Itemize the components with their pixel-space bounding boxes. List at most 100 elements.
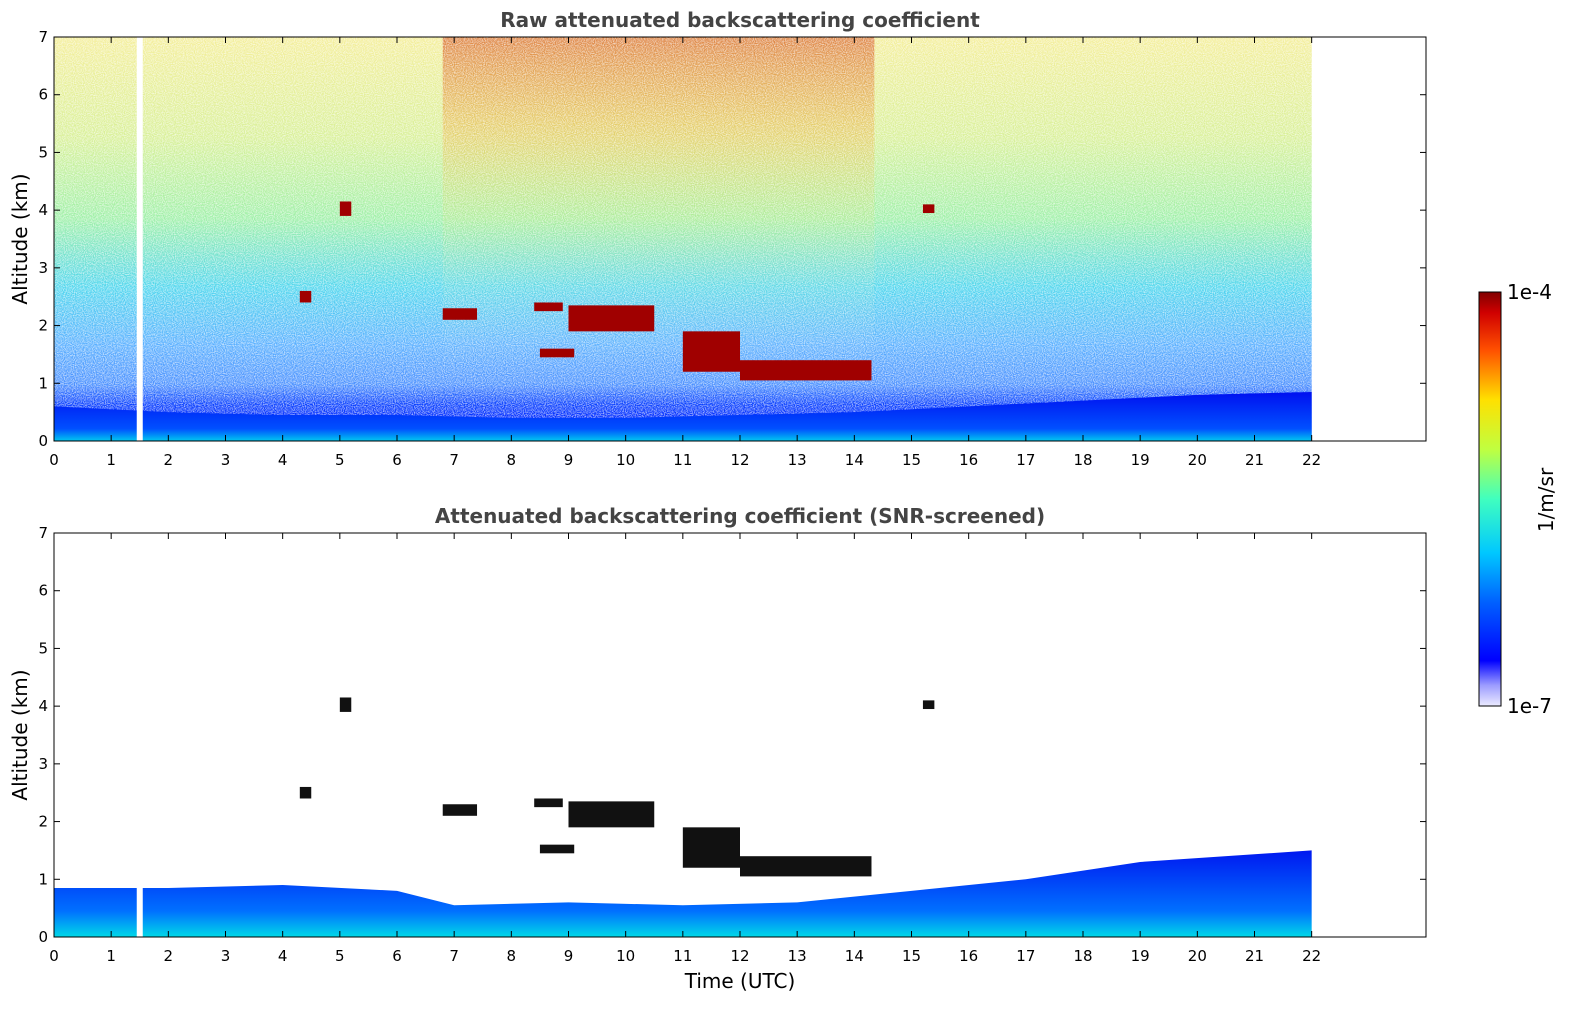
y-tick-label: 1 xyxy=(38,374,48,392)
screened-backscatter-panel: Attenuated backscattering coefficient (S… xyxy=(8,504,1427,993)
colorbar-label: 1/m/sr xyxy=(1534,467,1558,532)
cloud-layer xyxy=(740,856,872,877)
y-tick-label: 3 xyxy=(38,259,48,277)
y-tick-label: 5 xyxy=(38,639,48,657)
colorbar-min-label: 1e-7 xyxy=(1507,694,1552,718)
x-tick-label: 22 xyxy=(1302,947,1321,965)
cloud-layer xyxy=(922,700,935,710)
noise-speckle xyxy=(54,37,1312,441)
x-axis-label: Time (UTC) xyxy=(684,969,796,993)
y-tick-label: 4 xyxy=(38,697,48,715)
x-tick-label: 11 xyxy=(673,947,692,965)
x-tick-label: 5 xyxy=(335,947,345,965)
x-tick-label: 2 xyxy=(164,451,174,469)
y-tick-label: 6 xyxy=(38,582,48,600)
x-tick-label: 19 xyxy=(1131,451,1150,469)
y-axis-label: Altitude (km) xyxy=(8,173,32,304)
x-tick-label: 12 xyxy=(730,451,749,469)
y-tick-label: 2 xyxy=(38,813,48,831)
cloud-layer xyxy=(299,786,312,799)
x-tick-label: 21 xyxy=(1245,947,1264,965)
chart-title: Raw attenuated backscattering coefficien… xyxy=(500,8,980,32)
x-tick-label: 4 xyxy=(278,451,288,469)
cloud-layer xyxy=(299,290,312,303)
x-tick-label: 10 xyxy=(616,451,635,469)
x-axis: 0 1 2 3 4 5 6 7 8 9 10 11 12 13 14 15 16 17 18 19 20 21 22 xyxy=(49,533,1321,965)
x-tick-label: 10 xyxy=(616,947,635,965)
heatmap-image xyxy=(54,533,1312,937)
x-tick-label: 6 xyxy=(392,451,402,469)
y-tick-label: 7 xyxy=(38,28,48,46)
cloud-layer xyxy=(539,348,575,358)
x-tick-label: 21 xyxy=(1245,451,1264,469)
x-tick-label: 14 xyxy=(845,947,864,965)
y-tick-label: 0 xyxy=(38,432,48,450)
x-tick-label: 20 xyxy=(1188,451,1207,469)
cloud-layer xyxy=(442,308,478,320)
x-tick-label: 11 xyxy=(673,451,692,469)
x-axis: 0 1 2 3 4 5 6 7 8 9 10 11 12 13 14 15 16 17 18 19 20 21 22 xyxy=(49,37,1321,469)
cloud-layer xyxy=(534,302,563,312)
cloud-layer xyxy=(922,204,935,214)
colorbar-gradient xyxy=(1478,291,1502,707)
x-tick-label: 7 xyxy=(449,451,459,469)
colorbar: 1e-4 1e-7 1/m/sr xyxy=(1478,280,1558,718)
x-tick-label: 18 xyxy=(1073,451,1092,469)
x-tick-label: 15 xyxy=(902,947,921,965)
x-tick-label: 8 xyxy=(507,947,517,965)
x-tick-label: 1 xyxy=(106,947,116,965)
x-tick-label: 22 xyxy=(1302,451,1321,469)
x-tick-label: 9 xyxy=(564,947,574,965)
y-tick-label: 4 xyxy=(38,201,48,219)
cloud-layer xyxy=(534,798,563,808)
raw-backscatter-panel: Raw attenuated backscattering coefficien… xyxy=(8,8,1427,469)
data-gap xyxy=(136,37,143,441)
cloud-layer xyxy=(682,331,740,372)
y-tick-label: 5 xyxy=(38,143,48,161)
x-tick-label: 17 xyxy=(1016,947,1035,965)
x-tick-label: 3 xyxy=(221,947,231,965)
y-axis: 0 1 2 3 4 5 6 7 xyxy=(38,28,1426,450)
boundary-layer xyxy=(54,850,1312,937)
x-tick-label: 15 xyxy=(902,451,921,469)
x-tick-label: 7 xyxy=(449,947,459,965)
x-tick-label: 8 xyxy=(507,451,517,469)
x-tick-label: 4 xyxy=(278,947,288,965)
colorbar-max-label: 1e-4 xyxy=(1507,280,1552,304)
x-tick-label: 1 xyxy=(106,451,116,469)
x-tick-label: 20 xyxy=(1188,947,1207,965)
x-tick-label: 13 xyxy=(788,451,807,469)
y-axis-label: Altitude (km) xyxy=(8,669,32,800)
y-axis: 0 1 2 3 4 5 6 7 xyxy=(38,524,1426,946)
x-tick-label: 0 xyxy=(49,947,59,965)
cloud-layer xyxy=(442,804,478,816)
cloud-layer xyxy=(539,844,575,854)
cloud-layer xyxy=(568,305,655,332)
x-tick-label: 17 xyxy=(1016,451,1035,469)
chart-title: Attenuated backscattering coefficient (S… xyxy=(435,504,1045,528)
x-tick-label: 6 xyxy=(392,947,402,965)
y-tick-label: 6 xyxy=(38,86,48,104)
cloud-layer xyxy=(339,201,352,216)
y-tick-label: 2 xyxy=(38,317,48,335)
cloud-layer xyxy=(339,697,352,712)
x-tick-label: 3 xyxy=(221,451,231,469)
x-tick-label: 14 xyxy=(845,451,864,469)
x-tick-label: 18 xyxy=(1073,947,1092,965)
cloud-layer xyxy=(682,827,740,868)
x-tick-label: 5 xyxy=(335,451,345,469)
x-tick-label: 19 xyxy=(1131,947,1150,965)
boundary-layer xyxy=(54,391,1312,441)
y-tick-label: 0 xyxy=(38,928,48,946)
x-tick-label: 16 xyxy=(959,947,978,965)
y-tick-label: 3 xyxy=(38,755,48,773)
heatmap-image xyxy=(54,37,1312,441)
x-tick-label: 0 xyxy=(49,451,59,469)
y-tick-label: 1 xyxy=(38,870,48,888)
cloud-layer xyxy=(740,360,872,381)
x-tick-label: 13 xyxy=(788,947,807,965)
data-gap xyxy=(136,533,143,937)
x-tick-label: 12 xyxy=(730,947,749,965)
x-tick-label: 9 xyxy=(564,451,574,469)
